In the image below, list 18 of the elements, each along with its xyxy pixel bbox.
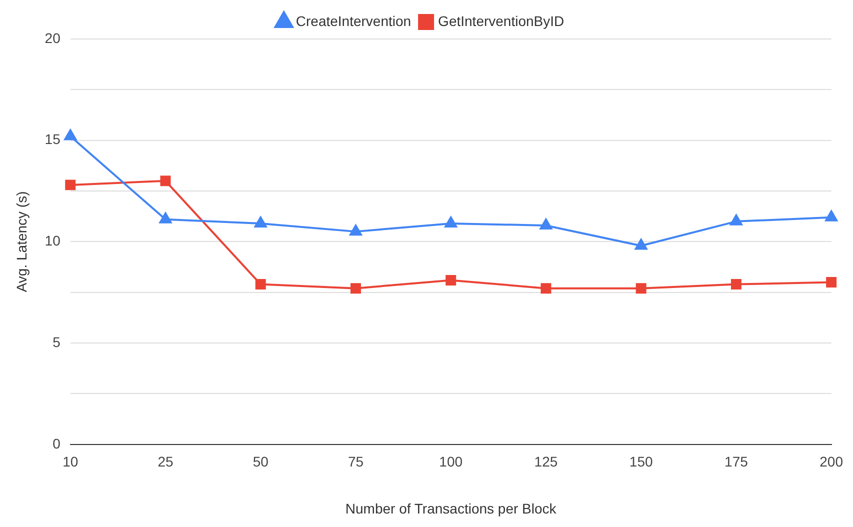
y-axis-title: Avg. Latency (s) bbox=[13, 191, 30, 292]
x-tick-label: 200 bbox=[820, 454, 844, 470]
x-tick-label: 100 bbox=[439, 454, 463, 470]
legend-label: CreateIntervention bbox=[296, 12, 412, 29]
x-tick-label: 175 bbox=[724, 454, 748, 470]
y-tick-label: 20 bbox=[44, 30, 61, 46]
x-tick-label: 50 bbox=[252, 454, 269, 470]
y-tick-label: 15 bbox=[44, 131, 61, 148]
y-tick-label: 10 bbox=[44, 232, 61, 249]
x-tick-label: 10 bbox=[62, 454, 78, 470]
x-tick-label: 75 bbox=[348, 454, 364, 470]
legend-label: GetInterventionByID bbox=[438, 12, 564, 29]
x-axis-title: Number of Transactions per Block bbox=[345, 500, 558, 516]
x-tick-label: 25 bbox=[158, 454, 174, 470]
x-tick-label: 125 bbox=[534, 454, 558, 470]
y-tick-label: 5 bbox=[52, 334, 61, 350]
x-tick-label: 150 bbox=[629, 454, 653, 470]
y-tick-label: 0 bbox=[52, 435, 61, 452]
